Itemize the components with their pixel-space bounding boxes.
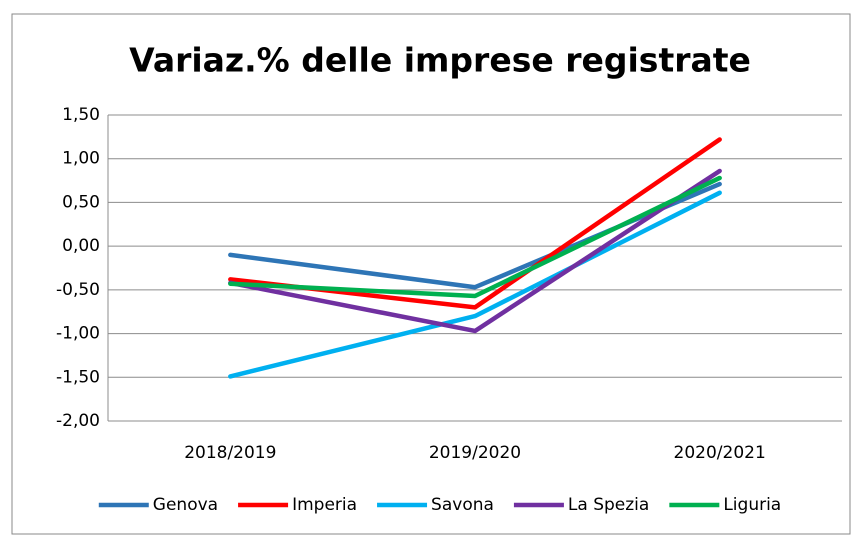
series-line xyxy=(228,190,722,379)
y-tick-label: -1,00 xyxy=(56,324,100,344)
legend-label: Imperia xyxy=(292,495,357,515)
chart-title: Variaz.% delle imprese registrate xyxy=(129,41,751,80)
y-tick-label: -0,50 xyxy=(56,280,100,300)
series-line xyxy=(228,168,722,334)
chart-frame xyxy=(11,13,851,535)
y-tick-label: -1,50 xyxy=(56,367,100,387)
x-tick-label: 2018/2019 xyxy=(184,443,276,463)
x-tick-label: 2019/2020 xyxy=(429,443,521,463)
legend-label: Genova xyxy=(153,495,218,515)
legend-label: La Spezia xyxy=(568,495,649,515)
y-tick-label: -2,00 xyxy=(56,411,100,431)
y-tick-label: 0,00 xyxy=(62,236,100,256)
legend-label: Liguria xyxy=(723,495,781,515)
y-tick-label: 1,00 xyxy=(62,149,100,169)
x-tick-label: 2020/2021 xyxy=(674,443,766,463)
series-line xyxy=(228,175,722,299)
y-tick-label: 0,50 xyxy=(62,192,100,212)
legend-label: Savona xyxy=(431,495,494,515)
y-tick-label: 1,50 xyxy=(62,105,100,125)
